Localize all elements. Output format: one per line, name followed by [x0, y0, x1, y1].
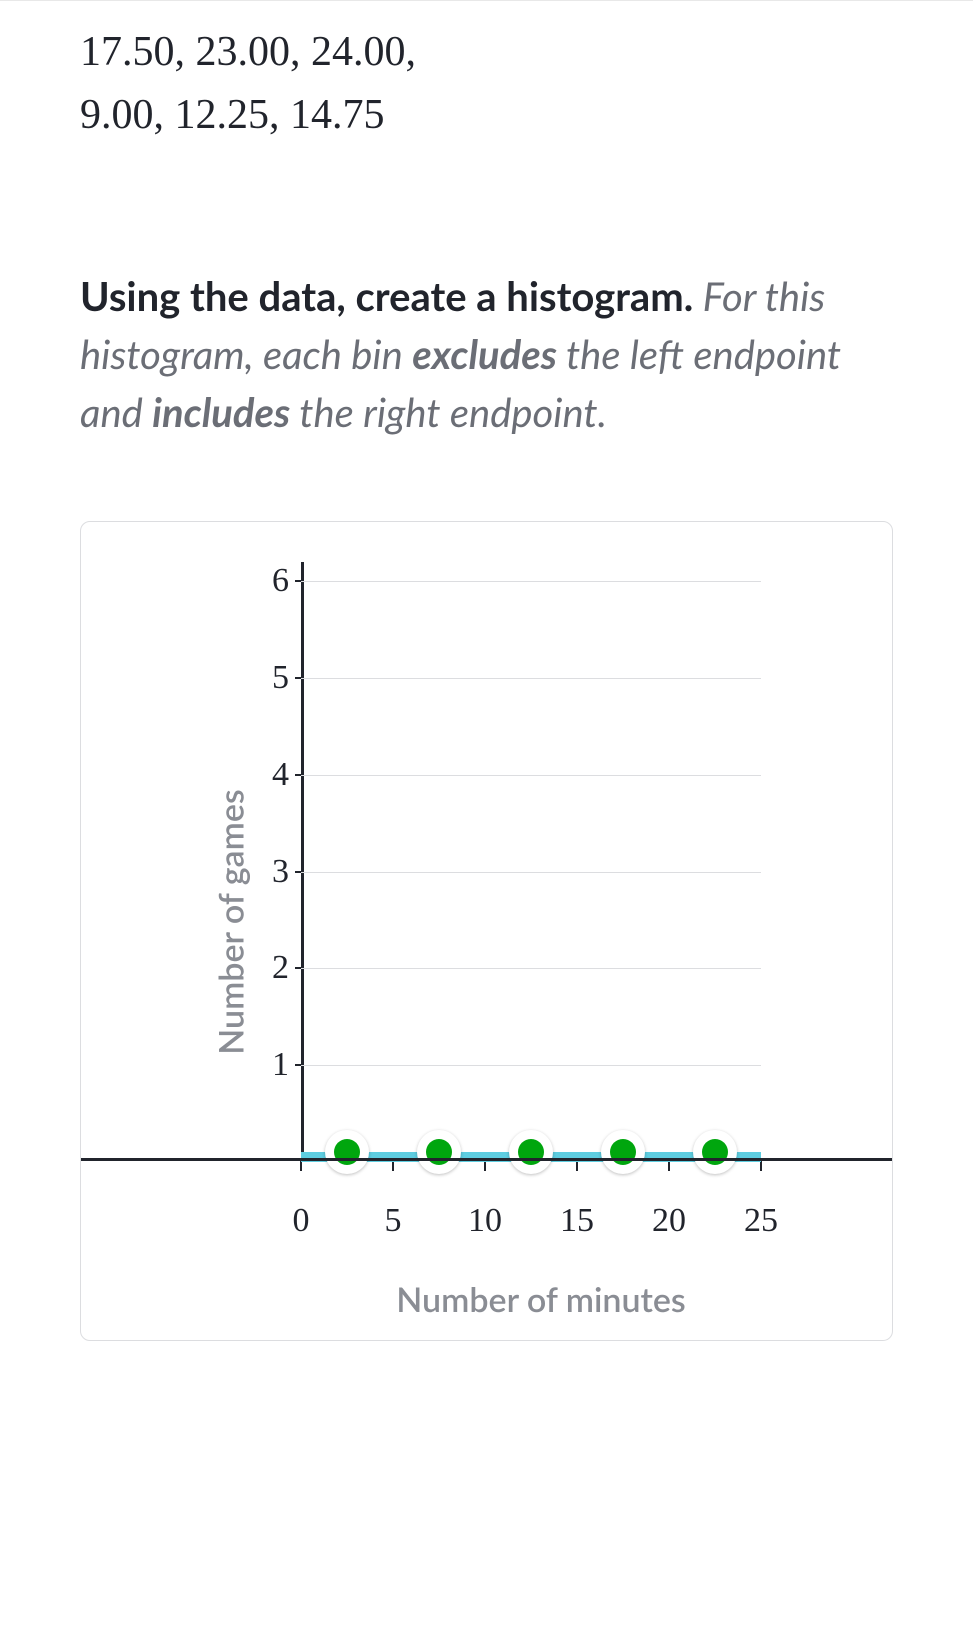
y-tick-label: 6 — [272, 562, 289, 600]
gridline-h — [301, 775, 761, 776]
gridline-h — [301, 968, 761, 969]
x-tick-label: 5 — [385, 1202, 402, 1240]
y-tick-mark — [295, 967, 301, 969]
gridline-h — [301, 872, 761, 873]
bar-drag-handle[interactable] — [509, 1130, 553, 1174]
y-tick-mark — [295, 871, 301, 873]
instruction-text: Using the data, create a histogram. For … — [80, 267, 893, 441]
y-tick-label: 1 — [272, 1046, 289, 1084]
data-values-line2: 9.00, 12.25, 14.75 — [80, 84, 893, 147]
y-tick-label: 4 — [272, 756, 289, 794]
gridline-h — [301, 678, 761, 679]
instruction-lead: Using the data, create a histogram. — [80, 272, 693, 320]
x-tick-label: 20 — [652, 1202, 686, 1240]
bar-drag-handle[interactable] — [325, 1130, 369, 1174]
x-tick-label: 15 — [560, 1202, 594, 1240]
instruction-body3: the right endpoint. — [290, 388, 607, 436]
y-tick-mark — [295, 580, 301, 582]
bar-drag-handle[interactable] — [693, 1130, 737, 1174]
data-values: 17.50, 23.00, 24.00, 9.00, 12.25, 14.75 — [80, 21, 893, 147]
y-axis-line — [301, 562, 304, 1162]
gridline-h — [301, 581, 761, 582]
gridline-h — [301, 1065, 761, 1066]
bar-drag-handle[interactable] — [601, 1130, 645, 1174]
y-tick-mark — [295, 1064, 301, 1066]
x-axis-label: Number of minutes — [396, 1279, 686, 1320]
y-tick-label: 2 — [272, 949, 289, 987]
instruction-includes: includes — [152, 388, 290, 436]
x-tick-label: 10 — [468, 1202, 502, 1240]
chart-card: Number of games Number of minutes 123456… — [80, 521, 893, 1341]
data-values-line1: 17.50, 23.00, 24.00, — [80, 21, 893, 84]
y-tick-mark — [295, 677, 301, 679]
x-axis-line — [81, 1158, 892, 1161]
x-tick-label: 0 — [293, 1202, 310, 1240]
y-tick-label: 3 — [272, 853, 289, 891]
y-tick-label: 5 — [272, 659, 289, 697]
instruction-excludes: excludes — [412, 330, 557, 378]
content-root: 17.50, 23.00, 24.00, 9.00, 12.25, 14.75 … — [0, 0, 973, 1381]
histogram-plot: 1234560510152025 — [301, 562, 761, 1162]
bar-drag-handle[interactable] — [417, 1130, 461, 1174]
y-axis-label: Number of games — [211, 789, 252, 1055]
y-tick-mark — [295, 774, 301, 776]
x-tick-label: 25 — [744, 1202, 778, 1240]
x-axis-row — [81, 1158, 892, 1164]
